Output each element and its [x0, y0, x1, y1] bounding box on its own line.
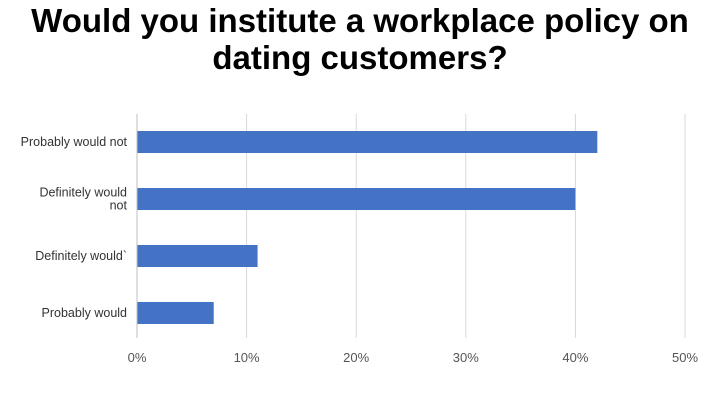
x-tick-label-30: 30% — [453, 350, 479, 365]
chart-title: Would you institute a workplace policy o… — [0, 2, 720, 76]
category-label-3-line-0: Probably would — [42, 306, 128, 320]
bar-2 — [137, 245, 258, 267]
x-tick-label-50: 50% — [672, 350, 698, 365]
category-label-1: Definitely would not — [39, 186, 127, 213]
category-label-0: Probably would not — [21, 135, 128, 149]
category-label-1-line-1: not — [110, 199, 128, 213]
category-label-2: Definitely would` — [35, 249, 127, 263]
bar-0 — [137, 131, 598, 153]
bar-3 — [137, 302, 214, 324]
bar-1 — [137, 188, 576, 210]
x-tick-label-0: 0% — [128, 350, 147, 365]
x-tick-label-20: 20% — [343, 350, 369, 365]
x-tick-label-10: 10% — [234, 350, 260, 365]
category-label-1-line-0: Definitely would — [39, 186, 127, 200]
category-label-3: Probably would — [42, 306, 128, 320]
category-label-0-line-0: Probably would not — [21, 135, 128, 149]
chart-title-line-1: Would you institute a workplace policy o… — [31, 2, 689, 39]
chart-title-line-2: dating customers? — [212, 39, 508, 76]
category-label-2-line-0: Definitely would` — [35, 249, 127, 263]
x-tick-label-40: 40% — [562, 350, 588, 365]
